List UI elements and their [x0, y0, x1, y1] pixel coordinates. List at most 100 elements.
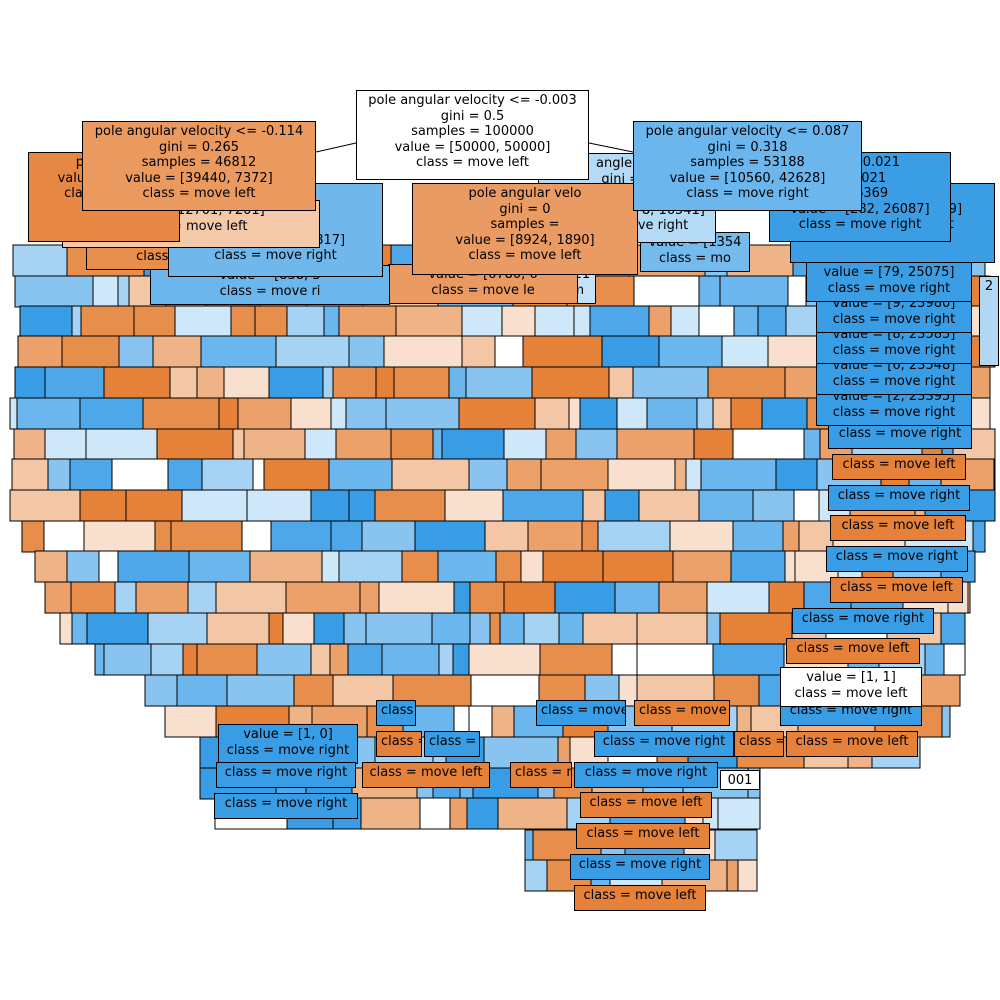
tree-node-deep [732, 520, 786, 553]
tree-node-line: class = move left [468, 248, 582, 263]
tree-node-deep [602, 550, 679, 583]
tree-node-line: samples = 46812 [141, 155, 257, 170]
tree-node-line: gini = 0.318 [707, 139, 788, 155]
tree-node-line: class = move left [639, 703, 729, 718]
tree-node-deep [554, 581, 616, 614]
tree-node-deep [793, 489, 824, 522]
tree-node-deep [775, 458, 818, 491]
tree-node-deep [12, 244, 71, 277]
tree-node-deep [967, 581, 971, 614]
tree-node-deep [150, 643, 184, 676]
tree-node-n-c14: class = move right [594, 731, 734, 757]
tree-node-deep [461, 335, 501, 368]
tree-node-line: class = mov [739, 734, 783, 749]
tree-node-deep [215, 581, 290, 614]
tree-node-line: class = move left [416, 155, 529, 170]
tree-node-line: class = move right [832, 311, 956, 327]
tree-node-deep [632, 366, 711, 399]
tree-node-line: pole angular velo [468, 186, 582, 201]
tree-node-deep [972, 520, 986, 553]
tree-node-deep [44, 366, 106, 399]
tree-node-deep [752, 489, 796, 522]
tree-node-deep [503, 428, 550, 461]
tree-node-deep [531, 366, 614, 399]
tree-node-deep [737, 859, 758, 892]
tree-node-line: class = move left [842, 457, 956, 472]
tree-node-deep [14, 366, 50, 399]
tree-node-deep [589, 305, 652, 338]
tree-node-deep [545, 428, 581, 461]
tree-node-deep [419, 797, 452, 830]
tree-node-line: class = move right [837, 488, 961, 503]
tree-node-n-c21: class = move right [570, 854, 710, 880]
tree-node-deep [522, 335, 605, 368]
tree-node-deep [142, 397, 224, 430]
tree-node-line: gini = 0 [499, 201, 551, 217]
tree-node-deep [706, 581, 770, 614]
tree-node-line: samples = 100000 [411, 124, 534, 139]
tree-node-deep [502, 489, 585, 522]
tree-node-deep [636, 643, 717, 676]
tree-node-deep [461, 305, 508, 338]
tree-node-line: class = move left [381, 734, 421, 749]
tree-node-line: value = [39440, 7372] [125, 170, 273, 186]
tree-node-deep [237, 397, 297, 430]
tree-node-line: class = move left [583, 888, 697, 903]
tree-node-deep [21, 520, 47, 553]
tree-node-deep [391, 458, 470, 491]
tree-node-deep [721, 335, 774, 368]
tree-node-deep [374, 489, 451, 522]
tree-node-deep [83, 520, 161, 553]
tree-node-deep [484, 520, 534, 553]
tree-node-deep [196, 643, 263, 676]
tree-node-right-child: pole angular velocity <= 0.087 gini = 0.3… [633, 121, 862, 211]
tree-node-deep [152, 335, 207, 368]
tree-node-n-c11: class = move left [786, 731, 918, 757]
edge-root-left [315, 142, 357, 153]
tree-node-line: class = move left [840, 580, 953, 595]
tree-node-deep [338, 305, 401, 338]
tree-node-left-child: pole angular velocity <= -0.114 gini = 0.… [82, 121, 316, 211]
tree-node-deep [494, 335, 528, 368]
tree-node-deep [69, 458, 116, 491]
tree-node-n-v6: value = [79, 25075] class = move right [806, 262, 972, 302]
tree-node-deep [85, 428, 161, 461]
tree-node-deep [506, 458, 545, 491]
tree-node-line: class = move right [429, 734, 479, 749]
tree-node-deep [338, 550, 407, 583]
tree-node-deep [230, 305, 258, 338]
tree-node-deep [604, 489, 642, 522]
tree-node-line: class = move right [798, 217, 922, 232]
tree-node-line: pole angular velocity <= 0.087 [645, 124, 850, 139]
tree-node-deep [17, 335, 65, 368]
tree-node-n-c27: class = move left [376, 731, 422, 757]
tree-node-deep [34, 550, 70, 583]
tree-node-line: class = move left [794, 685, 908, 701]
tree-node-deep [540, 458, 609, 491]
tree-node-deep [118, 335, 156, 368]
tree-node-deep [700, 458, 782, 491]
tree-node-deep [431, 612, 472, 645]
tree-node-deep [732, 428, 810, 461]
tree-node-deep [717, 797, 761, 830]
tree-node-n-c19: class = move left [580, 792, 712, 818]
tree-node-line: class = move right [827, 280, 951, 296]
tree-node-line: class = move right [602, 734, 726, 749]
tree-node-line: class = move right [801, 611, 925, 626]
tree-node-deep [226, 674, 296, 707]
tree-node-deep [360, 797, 421, 830]
tree-node-line: gini = 0.265 [158, 139, 240, 155]
tree-node-deep [534, 397, 574, 430]
tree-node-n-c1: class = move right [828, 423, 972, 449]
tree-node-deep [114, 581, 140, 614]
tree-node-deep [304, 428, 339, 461]
tree-node-deep [44, 428, 87, 461]
tree-node-line: class = move left [796, 641, 910, 656]
tree-node-deep [385, 397, 463, 430]
tree-node-deep [579, 397, 621, 430]
tree-node-line: 001 [727, 773, 753, 788]
tree-node-line: class = move right [832, 373, 956, 389]
tree-node-line: class = move left [369, 765, 483, 780]
